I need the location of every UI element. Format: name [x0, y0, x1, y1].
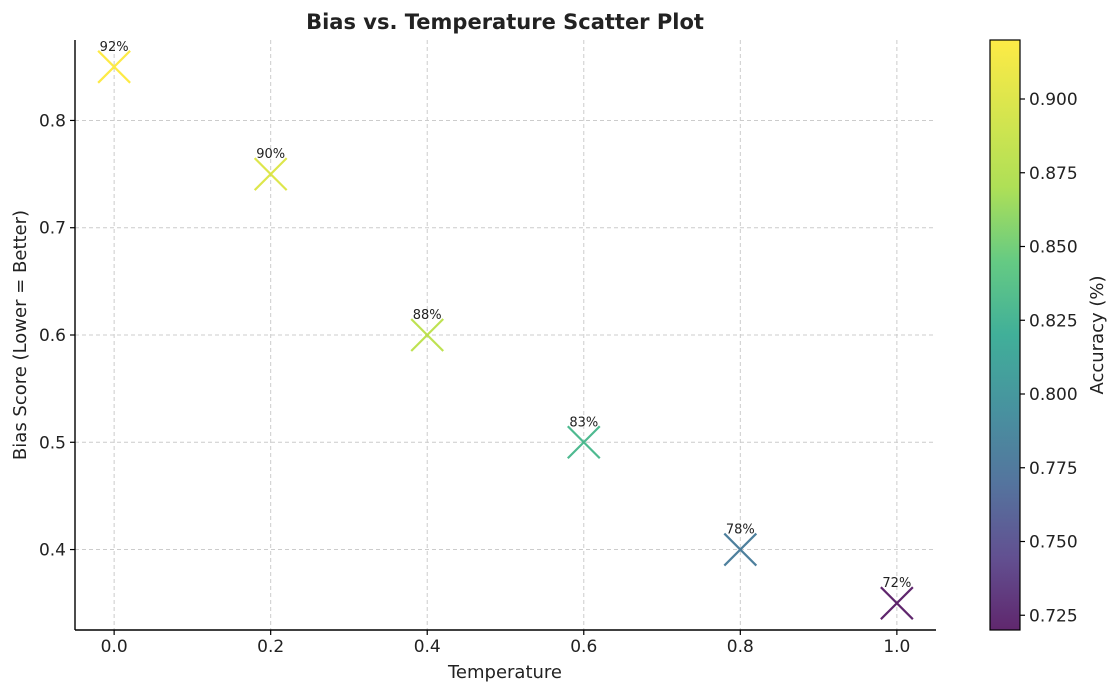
data-points	[97, 50, 914, 620]
y-tick-label: 0.8	[39, 111, 66, 131]
colorbar-tick-label: 0.775	[1029, 459, 1078, 479]
colorbar-tick-label: 0.900	[1029, 90, 1078, 110]
point-stroke	[723, 532, 758, 567]
colorbar-tick-label: 0.725	[1029, 606, 1078, 626]
point-stroke	[253, 157, 288, 191]
x-tick-label: 0.8	[727, 637, 754, 657]
data-label: 72%	[882, 576, 911, 591]
scatter-point	[97, 50, 131, 84]
y-tick-label: 0.5	[39, 433, 66, 453]
data-label: 88%	[413, 308, 442, 323]
grid	[75, 40, 936, 630]
colorbar-tick-label: 0.825	[1029, 311, 1078, 331]
data-label: 83%	[569, 415, 598, 430]
colorbar-label: Accuracy (%)	[1087, 275, 1108, 394]
colorbar-tick-label: 0.800	[1029, 385, 1078, 405]
data-label: 78%	[726, 523, 755, 538]
data-label: 92%	[100, 40, 129, 55]
scatter-point	[566, 425, 601, 460]
scatter-point	[253, 157, 288, 191]
x-tick-label: 0.0	[101, 637, 128, 657]
point-stroke	[880, 586, 914, 620]
scatter-point	[410, 318, 445, 352]
scatter-point	[723, 532, 758, 567]
point-stroke	[566, 425, 601, 460]
chart-title: Bias vs. Temperature Scatter Plot	[306, 10, 704, 34]
x-tick-label: 0.4	[414, 637, 441, 657]
x-tick-label: 0.6	[570, 637, 597, 657]
point-stroke	[97, 50, 131, 84]
axes: 0.0 0.2 0.4 0.6 0.8 1.0 0.4 0.5 0.6 0.7 0.8	[39, 40, 936, 657]
y-axis-label: Bias Score (Lower = Better)	[10, 210, 31, 460]
data-labels: 92% 90% 88% 83% 78% 72%	[100, 40, 912, 591]
x-tick-label: 0.2	[257, 637, 284, 657]
data-label: 90%	[256, 147, 285, 162]
colorbar-tick-label: 0.750	[1029, 533, 1078, 553]
colorbar-gradient	[989, 39, 1021, 631]
y-tick-label: 0.7	[39, 219, 66, 239]
scatter-point	[880, 586, 914, 620]
colorbar-tick-label: 0.875	[1029, 164, 1078, 184]
colorbar-tick-label: 0.850	[1029, 238, 1078, 258]
y-tick-label: 0.4	[39, 541, 66, 561]
colorbar: 0.725 0.750 0.775 0.800 0.825 0.850 0.875 0.900	[989, 39, 1078, 631]
point-stroke	[410, 318, 445, 352]
x-tick-label: 1.0	[883, 637, 910, 657]
y-tick-label: 0.6	[39, 326, 66, 346]
x-axis-label: Temperature	[447, 662, 562, 683]
